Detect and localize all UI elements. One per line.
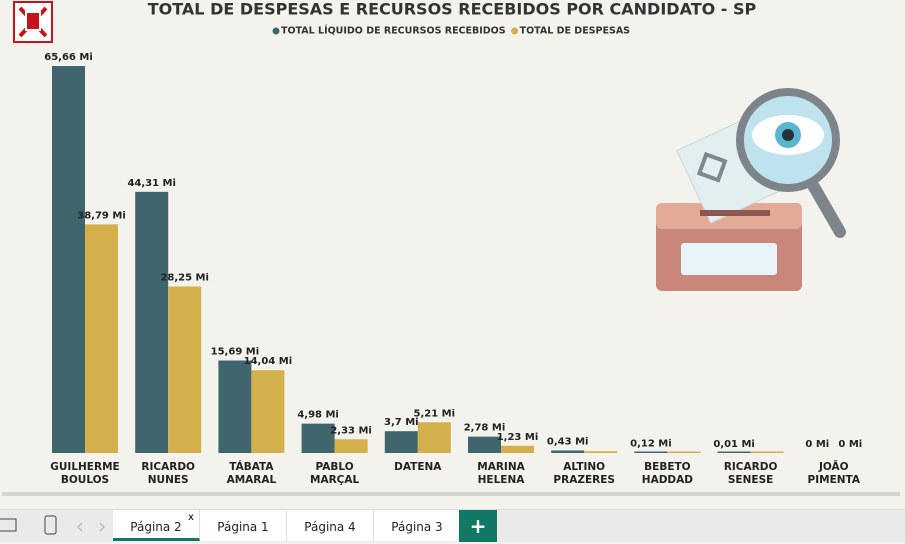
x-tick-label: GUILHERME BOULOS <box>45 461 125 487</box>
legend-label: TOTAL LÍQUIDO DE RECURSOS RECEBIDOS <box>281 25 506 37</box>
data-label: 0,43 Mi <box>547 436 589 447</box>
tab-close[interactable]: x <box>188 512 194 523</box>
ballot-icon <box>656 92 840 291</box>
data-label: 5,21 Mi <box>414 408 456 419</box>
x-tick-label: JOÃO PIMENTA <box>794 461 874 487</box>
view-icons <box>0 510 110 542</box>
data-label: 38,79 Mi <box>77 210 126 221</box>
legend-dot <box>511 28 518 35</box>
tab[interactable]: Página 1 <box>200 510 287 541</box>
data-label: 44,31 Mi <box>127 178 176 189</box>
data-label: 28,25 Mi <box>160 272 209 283</box>
legend-label: TOTAL DE DESPESAS <box>520 26 631 37</box>
bar <box>52 66 85 453</box>
data-label: 1,23 Mi <box>497 432 539 443</box>
data-label: 2,33 Mi <box>330 425 372 436</box>
data-label: 65,66 Mi <box>44 52 93 63</box>
add-page[interactable]: + <box>459 510 497 542</box>
data-label: 0 Mi <box>838 439 862 450</box>
logo <box>14 2 52 42</box>
data-label: 14,04 Mi <box>244 356 293 367</box>
tab[interactable]: Página 2 <box>113 510 200 541</box>
bar-min <box>584 452 617 454</box>
bar <box>85 224 118 453</box>
x-tick-label: DATENA <box>378 461 458 474</box>
bar <box>551 450 584 453</box>
chart: TOTAL DE DESPESAS E RECURSOS RECEBIDOS P… <box>0 0 905 509</box>
bar <box>251 370 284 453</box>
data-label: 0,12 Mi <box>630 438 672 449</box>
bar <box>418 422 451 453</box>
tab[interactable]: Página 4 <box>287 510 374 541</box>
tab[interactable]: Página 3 <box>374 510 461 541</box>
x-tick-label: RICARDO NUNES <box>128 461 208 487</box>
bar-min <box>634 452 667 454</box>
bar-min <box>751 452 784 454</box>
data-label: 4,98 Mi <box>297 410 339 421</box>
bar <box>218 361 251 453</box>
x-tick-label: TÁBATA AMARAL <box>211 461 291 487</box>
bar-min <box>718 452 751 454</box>
x-tick-label: PABLO MARÇAL <box>295 461 375 487</box>
bar <box>135 192 168 453</box>
legend-dot <box>273 28 280 35</box>
data-label: 0 Mi <box>805 439 829 450</box>
x-tick-label: RICARDO SENESE <box>711 461 791 487</box>
bar <box>501 446 534 453</box>
x-tick-label: MARINA HELENA <box>461 461 541 487</box>
bar-min <box>667 452 700 454</box>
shadow <box>2 492 900 496</box>
bar <box>168 286 201 453</box>
x-tick-label: ALTINO PRAZERES <box>544 461 624 487</box>
data-label: 0,01 Mi <box>713 439 755 450</box>
chart-title: TOTAL DE DESPESAS E RECURSOS RECEBIDOS P… <box>148 0 757 19</box>
x-tick-label: BEBETO HADDAD <box>627 461 707 487</box>
bar <box>335 439 368 453</box>
bar <box>385 431 418 453</box>
